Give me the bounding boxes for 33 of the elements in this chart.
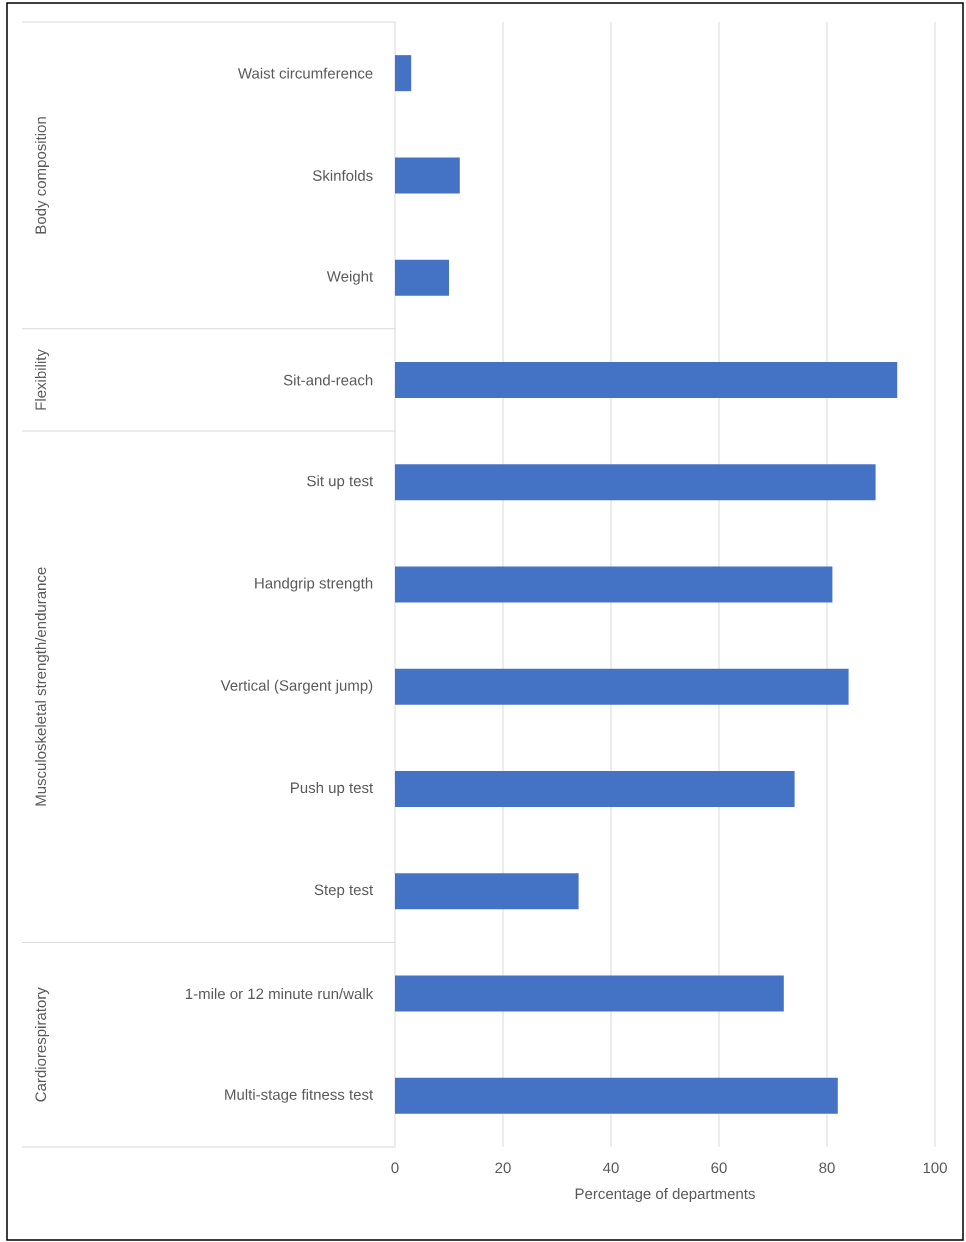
y-tick-label: Multi-stage fitness test — [225, 1088, 374, 1103]
bar — [395, 668, 849, 705]
text: Musculoskeletal strength/endurance — [35, 567, 49, 806]
bar — [395, 259, 449, 296]
y-tick-label: Waist circumference — [237, 67, 373, 79]
text: Body composition — [35, 117, 49, 234]
y-tick-label: Handgrip strength — [255, 577, 373, 592]
x-tick-label: 0 — [391, 1162, 399, 1174]
x-tick-label: 40 — [603, 1162, 619, 1174]
bar — [395, 566, 833, 603]
bar — [395, 873, 579, 910]
bar — [395, 975, 784, 1012]
bar — [395, 771, 795, 808]
bar — [395, 464, 876, 501]
text: Cardiorespiratory — [35, 987, 49, 1102]
y-tick-label: Sit up test — [307, 475, 374, 490]
y-tick-label: Step test — [314, 884, 374, 899]
bar — [395, 1077, 838, 1114]
y-tick-label: Vertical (Sargent jump) — [220, 679, 373, 694]
x-tick-label: 80 — [819, 1162, 835, 1174]
y-tick-label: 1-mile or 12 minute run/walk — [185, 988, 374, 1000]
x-tick-label: 60 — [711, 1162, 727, 1174]
x-tick-label: 100 — [923, 1162, 947, 1174]
bar — [395, 157, 460, 194]
x-tick-label: 20 — [495, 1162, 511, 1174]
bar — [395, 55, 412, 92]
y-tick-label: Push up test — [291, 782, 374, 797]
x-axis-title: Percentage of departments — [575, 1188, 755, 1202]
bar — [395, 361, 898, 398]
text: Flexibility — [35, 349, 49, 410]
y-tick-label: Sit-and-reach — [283, 374, 373, 386]
y-tick-label: Skinfolds — [313, 169, 373, 181]
y-tick-label: Weight — [326, 270, 374, 285]
